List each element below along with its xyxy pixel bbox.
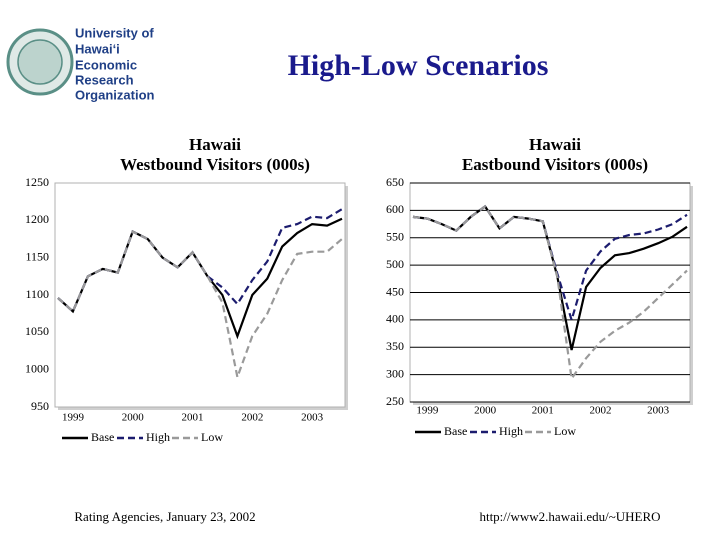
chart-subtitle: Eastbound Visitors (000s)	[462, 155, 648, 174]
slide-title: High-Low Scenarios	[288, 49, 549, 82]
legend-label: Low	[554, 424, 576, 438]
x-tick-label: 1999	[62, 412, 85, 424]
chart-title: Hawaii	[529, 135, 581, 154]
legend-label: Base	[91, 430, 114, 444]
x-tick-label: 2000	[122, 412, 145, 424]
y-tick-label: 1050	[25, 324, 49, 338]
chart-subtitle: Westbound Visitors (000s)	[120, 155, 310, 174]
x-tick-label: 2002	[589, 405, 611, 417]
y-tick-label: 550	[386, 230, 404, 244]
x-tick-label: 2001	[532, 405, 554, 417]
footer-right: http://www2.hawaii.edu/~UHERO	[479, 509, 660, 524]
x-tick-label: 1999	[416, 405, 439, 417]
chart-title: Hawaii	[189, 135, 241, 154]
x-tick-label: 2003	[301, 412, 324, 424]
y-tick-label: 1200	[25, 212, 49, 226]
y-tick-label: 1100	[25, 287, 49, 301]
y-tick-label: 650	[386, 175, 404, 189]
series-line	[57, 229, 343, 382]
series-line	[412, 204, 688, 382]
x-tick-label: 2001	[182, 412, 204, 424]
legend-label: Low	[201, 430, 223, 444]
legend-label: Base	[444, 424, 467, 438]
y-tick-label: 1150	[25, 249, 49, 263]
logo-seal-inner	[17, 39, 63, 85]
x-tick-label: 2003	[647, 405, 670, 417]
y-tick-label: 500	[386, 257, 404, 271]
plot-area	[54, 182, 346, 408]
y-tick-label: 1250	[25, 175, 49, 189]
y-tick-label: 450	[386, 284, 404, 298]
logo-text: Organization	[75, 87, 155, 102]
y-tick-label: 600	[386, 202, 404, 216]
y-tick-label: 300	[386, 366, 404, 380]
logo-text: Research	[75, 72, 134, 87]
y-tick-label: 350	[386, 339, 404, 353]
logo: University of Hawai‘i Economic Research …	[6, 25, 155, 102]
logo-text: Hawai‘i	[75, 41, 120, 56]
y-tick-label: 1000	[25, 361, 49, 375]
logo-text: University of	[75, 25, 154, 40]
x-tick-label: 2002	[241, 412, 263, 424]
x-tick-label: 2000	[474, 405, 497, 417]
y-tick-label: 400	[386, 312, 404, 326]
y-tick-label: 250	[386, 394, 404, 408]
footer-left: Rating Agencies, January 23, 2002	[74, 509, 255, 524]
y-tick-label: 950	[31, 399, 49, 413]
legend-label: High	[146, 430, 170, 444]
legend-label: High	[499, 424, 523, 438]
logo-text: Economic	[75, 57, 137, 72]
